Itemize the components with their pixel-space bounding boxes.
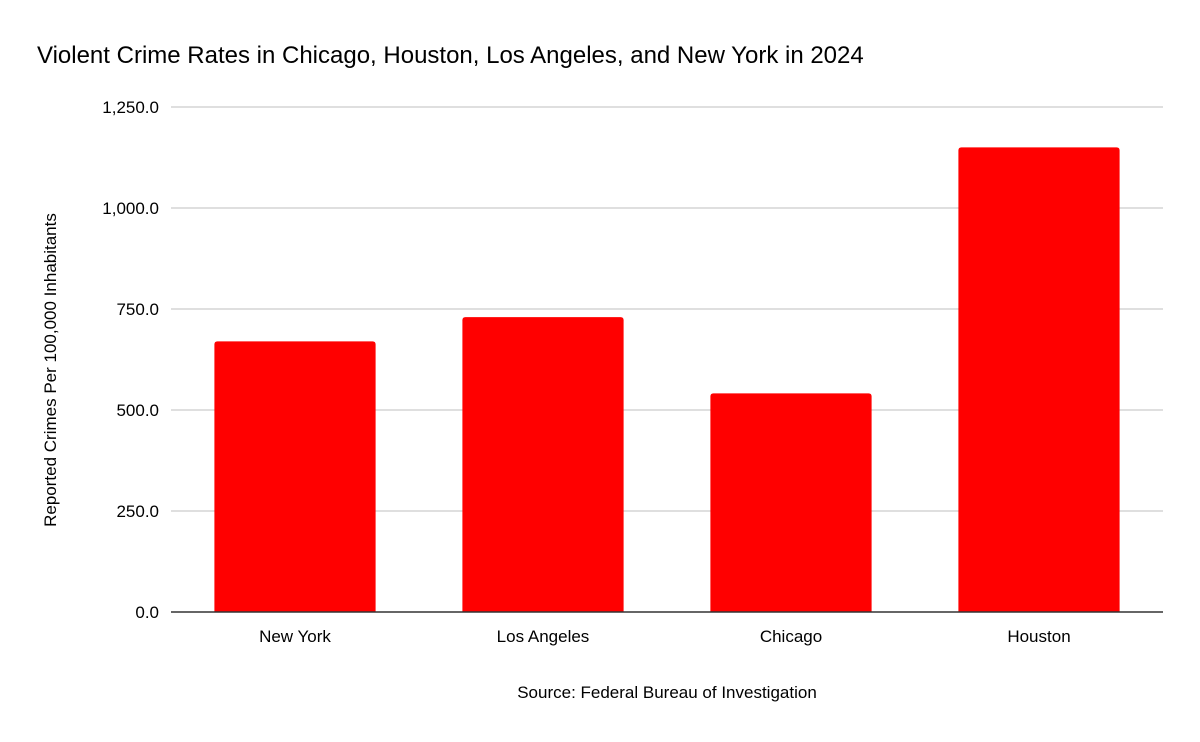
x-tick-label: Los Angeles xyxy=(497,627,590,646)
y-axis-ticks: 0.0 250.0 500.0 750.0 1,000.0 1,250.0 xyxy=(102,98,159,622)
y-tick-label: 0.0 xyxy=(135,603,159,622)
bar-houston xyxy=(958,147,1120,612)
x-axis-ticks: New York Los Angeles Chicago Houston xyxy=(259,627,1071,646)
y-tick-label: 500.0 xyxy=(116,401,159,420)
x-tick-label: Houston xyxy=(1007,627,1070,646)
y-tick-label: 250.0 xyxy=(116,502,159,521)
x-axis-label: Source: Federal Bureau of Investigation xyxy=(517,683,817,702)
chart-title: Violent Crime Rates in Chicago, Houston,… xyxy=(37,42,864,69)
bar-los-angeles xyxy=(462,317,624,612)
x-tick-label: Chicago xyxy=(760,627,822,646)
y-tick-label: 750.0 xyxy=(116,300,159,319)
bars xyxy=(214,147,1120,612)
bar-chicago xyxy=(710,393,872,612)
y-axis-label: Reported Crimes Per 100,000 Inhabitants xyxy=(41,213,60,527)
bar-new-york xyxy=(214,341,376,612)
x-tick-label: New York xyxy=(259,627,331,646)
y-tick-label: 1,000.0 xyxy=(102,199,159,218)
y-tick-label: 1,250.0 xyxy=(102,98,159,117)
